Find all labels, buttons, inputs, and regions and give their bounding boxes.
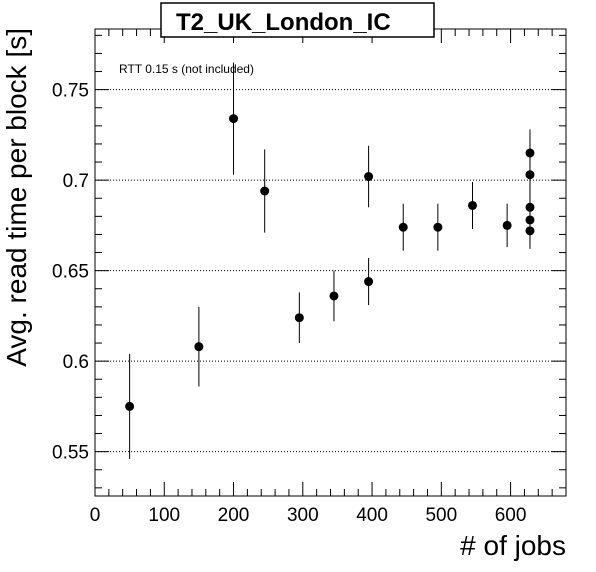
y-tick-label: 0.6: [63, 352, 89, 373]
plot-frame: [94, 28, 567, 497]
y-tick-label: 0.7: [63, 171, 89, 192]
grid-lines: [95, 89, 566, 453]
chart-title: T2_UK_London_IC: [176, 9, 391, 36]
data-point: [502, 220, 512, 230]
data-point: [364, 277, 374, 287]
data-point: [329, 291, 339, 301]
data-point: [229, 114, 239, 124]
data-point: [467, 200, 477, 210]
y-tick-label: 0.65: [52, 262, 89, 283]
y-tick-label: 0.75: [52, 81, 89, 102]
data-point: [194, 342, 204, 352]
y-tick-label: 0.55: [52, 443, 89, 464]
y-tick-labels: 0.55 0.6 0.65 0.7 0.75: [52, 81, 89, 464]
x-tick-label: 100: [148, 505, 180, 526]
data-point: [260, 186, 270, 196]
x-tick-label: 600: [495, 505, 527, 526]
data-point: [525, 226, 535, 236]
axis-ticks: [94, 29, 567, 496]
x-tick-label: 200: [218, 505, 250, 526]
x-tick-labels: 0 100 200 300 400 500 600: [90, 505, 527, 526]
data-point: [125, 401, 135, 411]
x-axis-title: # of jobs: [460, 530, 566, 561]
x-tick-label: 500: [425, 505, 457, 526]
x-tick-label: 0: [90, 505, 101, 526]
x-tick-label: 400: [356, 505, 388, 526]
chart-title-box: T2_UK_London_IC: [160, 2, 435, 38]
rtt-annotation: RTT 0.15 s (not included): [119, 62, 254, 76]
data-points: [125, 62, 535, 459]
x-tick-label: 300: [287, 505, 319, 526]
y-axis-title: Avg. read time per block [s]: [1, 28, 32, 367]
data-point: [525, 170, 535, 180]
data-point: [433, 222, 443, 232]
data-point: [398, 222, 408, 232]
data-point: [364, 172, 374, 182]
data-point: [294, 313, 304, 323]
